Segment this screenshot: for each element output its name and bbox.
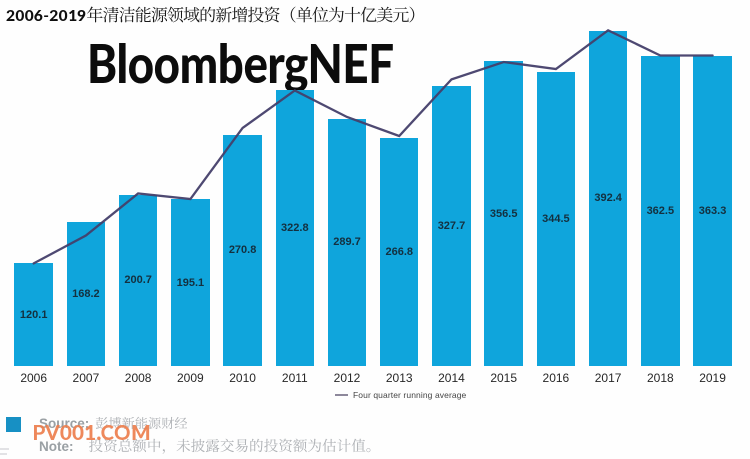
bar-value-label: 363.3	[698, 204, 727, 217]
corner-artifact-line	[0, 453, 7, 455]
x-axis-label: 2019	[699, 370, 726, 385]
note-row: Note: 投资总额中，未披露交易的投资额为估计值。	[39, 435, 380, 456]
bar-value-label: 356.5	[489, 207, 518, 220]
x-axis-label: 2014	[438, 370, 465, 385]
source-text: 彭博新能源财经	[95, 412, 188, 432]
bar-value-label: 344.5	[542, 212, 570, 225]
bar-value-label: 270.8	[228, 244, 257, 257]
bar-value-label: 392.4	[594, 192, 622, 205]
chart-title-years: 2006-2019	[6, 7, 87, 25]
bar-value-label: 195.1	[176, 276, 205, 289]
bar-value-label: 322.8	[281, 222, 309, 235]
legend-line-label: Four quarter running average	[353, 390, 467, 400]
chart-title: 2006-2019年清洁能源领域的新增投资（单位为十亿美元）	[6, 4, 425, 27]
note-text: 投资总额中，未披露交易的投资额为估计值。	[88, 434, 381, 456]
bar-2006	[14, 263, 53, 366]
x-axis-label: 2011	[281, 370, 308, 385]
x-axis-label: 2016	[542, 370, 570, 385]
note-label: Note:	[39, 438, 74, 454]
x-axis-label: 2008	[124, 370, 152, 385]
x-axis-label: 2006	[20, 370, 48, 385]
x-axis-label: 2013	[385, 370, 413, 385]
x-axis-label: 2007	[72, 370, 100, 385]
bar-value-label: 200.7	[124, 274, 152, 287]
x-axis-label: 2018	[646, 370, 674, 385]
x-axis-label: 2015	[490, 370, 518, 385]
bar-value-label: 120.1	[19, 308, 48, 321]
x-axis-label: 2010	[229, 370, 256, 385]
chart-title-text: 年清洁能源领域的新增投资（单位为十亿美元）	[86, 1, 425, 26]
source-brand-square-icon	[6, 417, 21, 432]
source-row: Source: 彭博新能源财经	[39, 413, 188, 433]
chart-legend: Four quarter running average	[335, 390, 466, 400]
x-axis-label: 2009	[177, 370, 204, 385]
bar-value-label: 362.5	[646, 205, 675, 218]
bloombergnef-logo: BloombergNEF	[86, 32, 394, 95]
bar-value-label: 327.7	[437, 220, 466, 233]
bar-value-label: 289.7	[333, 236, 361, 249]
corner-artifact-line	[0, 448, 9, 450]
x-axis-label: 2017	[594, 370, 622, 385]
bar-value-label: 266.8	[385, 246, 413, 259]
source-label: Source:	[39, 415, 90, 431]
bar-value-label: 168.2	[72, 288, 100, 301]
pv001-watermark: PV001.COM	[32, 420, 151, 445]
x-axis-label: 2012	[333, 370, 361, 385]
legend-line-swatch	[335, 394, 348, 396]
